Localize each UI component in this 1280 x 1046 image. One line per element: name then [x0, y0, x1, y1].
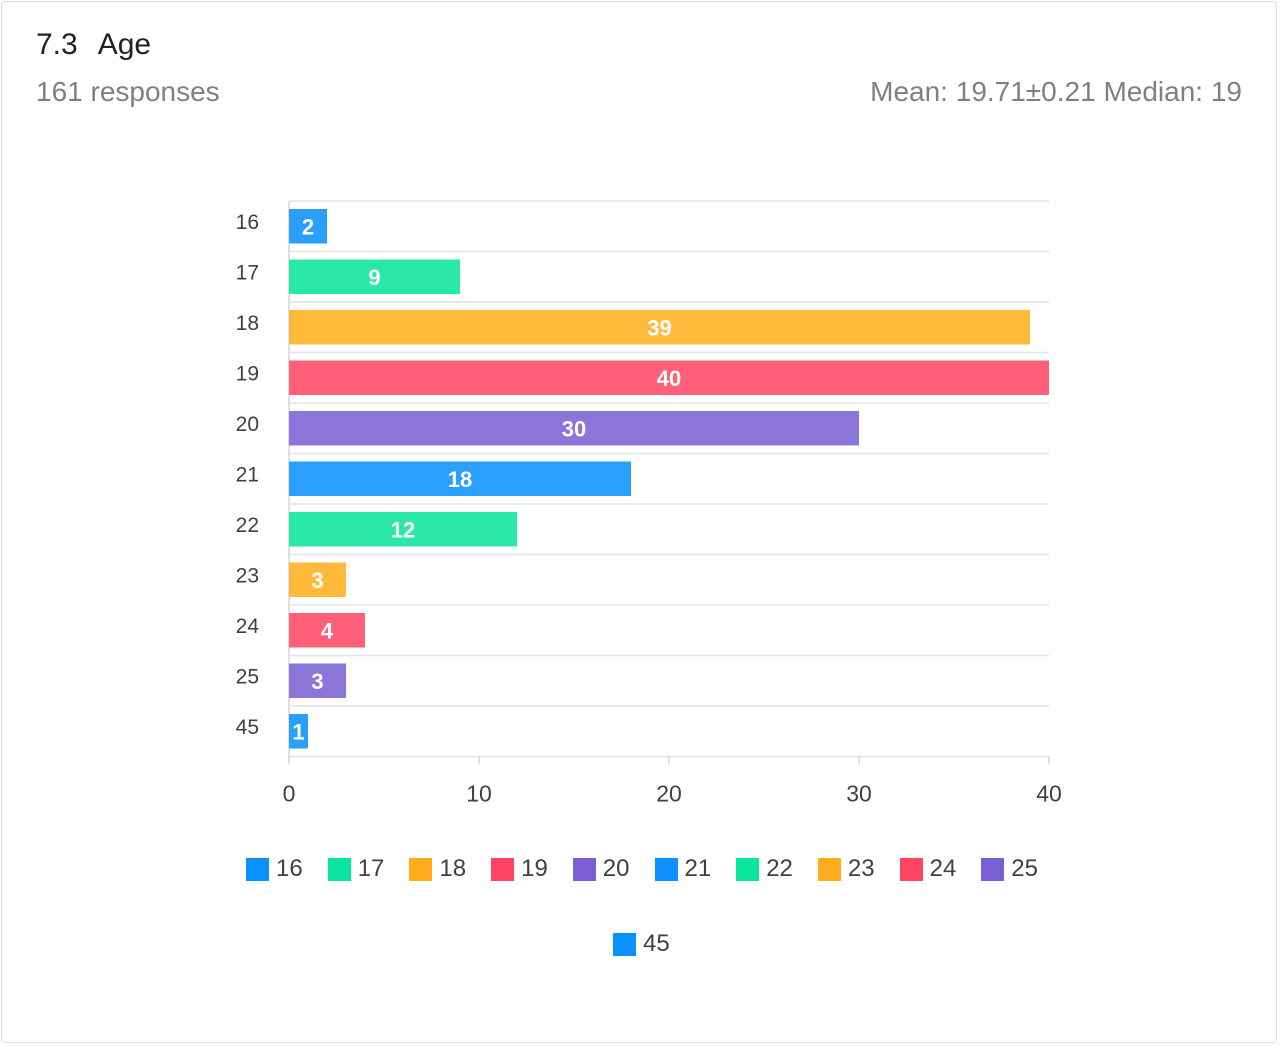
category-label: 17 — [236, 262, 259, 285]
bar-value-label: 3 — [311, 568, 323, 593]
bar-value-label: 4 — [321, 618, 334, 643]
legend-label: 21 — [684, 855, 712, 882]
summary-stats: Mean: 19.71±0.21 Median: 19 — [870, 76, 1242, 107]
bar-17 — [289, 259, 460, 294]
category-label: 21 — [236, 464, 259, 487]
category-label: 22 — [236, 514, 259, 537]
question-label: Age — [97, 28, 152, 61]
category-label: 24 — [236, 615, 260, 638]
x-tick-label: 30 — [846, 781, 872, 807]
legend-swatch — [613, 932, 636, 956]
legend-item-24[interactable]: 24 — [899, 855, 957, 883]
x-tick-label: 0 — [283, 781, 296, 807]
legend-label: 16 — [276, 855, 303, 882]
legend-swatch — [246, 857, 269, 881]
category-label: 19 — [236, 363, 259, 386]
bar-16 — [289, 209, 327, 244]
bar-value-label: 9 — [368, 265, 380, 290]
bar-value-label: 12 — [391, 517, 415, 542]
legend-swatch — [899, 857, 923, 881]
legend-swatch — [981, 857, 1005, 881]
bar-value-label: 2 — [302, 214, 314, 239]
bar-value-label: 40 — [657, 366, 681, 391]
question-number: 7.3 — [36, 28, 78, 61]
legend-label: 23 — [847, 855, 875, 882]
legend-swatch — [409, 857, 433, 881]
x-tick-label: 40 — [1036, 781, 1062, 807]
category-label: 45 — [236, 716, 259, 739]
legend-label: 45 — [643, 930, 670, 957]
bar-25 — [289, 663, 346, 698]
response-count: 161 responses — [36, 76, 220, 107]
category-label: 23 — [236, 565, 259, 588]
legend-item-18[interactable]: 18 — [409, 855, 466, 883]
category-label: 20 — [236, 413, 259, 436]
legend-item-25[interactable]: 25 — [981, 855, 1038, 883]
legend-item-19[interactable]: 19 — [491, 855, 548, 883]
legend-item-20[interactable]: 20 — [572, 855, 630, 883]
x-tick-label: 20 — [656, 781, 682, 807]
legend-label: 18 — [439, 855, 467, 882]
legend-label: 24 — [929, 855, 957, 882]
legend-label: 22 — [766, 855, 793, 882]
bar-value-label: 1 — [292, 719, 304, 744]
legend-item-21[interactable]: 21 — [654, 855, 712, 883]
bar-22 — [289, 512, 517, 547]
legend-swatch — [736, 857, 760, 881]
legend-swatch — [327, 857, 351, 881]
bar-45 — [289, 714, 308, 749]
legend-swatch — [654, 857, 678, 881]
legend-swatch — [491, 857, 515, 881]
legend-item-16[interactable]: 16 — [246, 855, 303, 883]
legend-label: 19 — [521, 855, 548, 882]
category-label: 16 — [236, 211, 259, 234]
legend-label: 17 — [357, 855, 385, 882]
bar-23 — [289, 562, 346, 597]
legend-item-23[interactable]: 23 — [817, 855, 875, 883]
x-tick-label: 10 — [466, 781, 492, 807]
legend-label: 25 — [1011, 855, 1038, 882]
legend-item-17[interactable]: 17 — [327, 855, 385, 883]
bar-21 — [289, 461, 631, 496]
legend-swatch — [817, 857, 841, 881]
legend-item-22[interactable]: 22 — [736, 855, 793, 883]
question-title: 7.3 Age — [36, 28, 151, 62]
bar-18 — [289, 310, 1030, 345]
legend-swatch — [572, 857, 596, 881]
bar-20 — [289, 411, 859, 446]
legend-label: 20 — [602, 855, 630, 882]
bar-19 — [289, 360, 1049, 395]
bar-value-label: 3 — [311, 669, 323, 694]
category-label: 25 — [236, 666, 259, 689]
category-label: 18 — [236, 312, 259, 335]
bar-value-label: 18 — [448, 467, 472, 492]
bar-value-label: 30 — [562, 416, 586, 441]
legend-item-45[interactable]: 45 — [613, 930, 670, 958]
bar-24 — [289, 613, 365, 648]
bar-value-label: 39 — [647, 315, 671, 340]
